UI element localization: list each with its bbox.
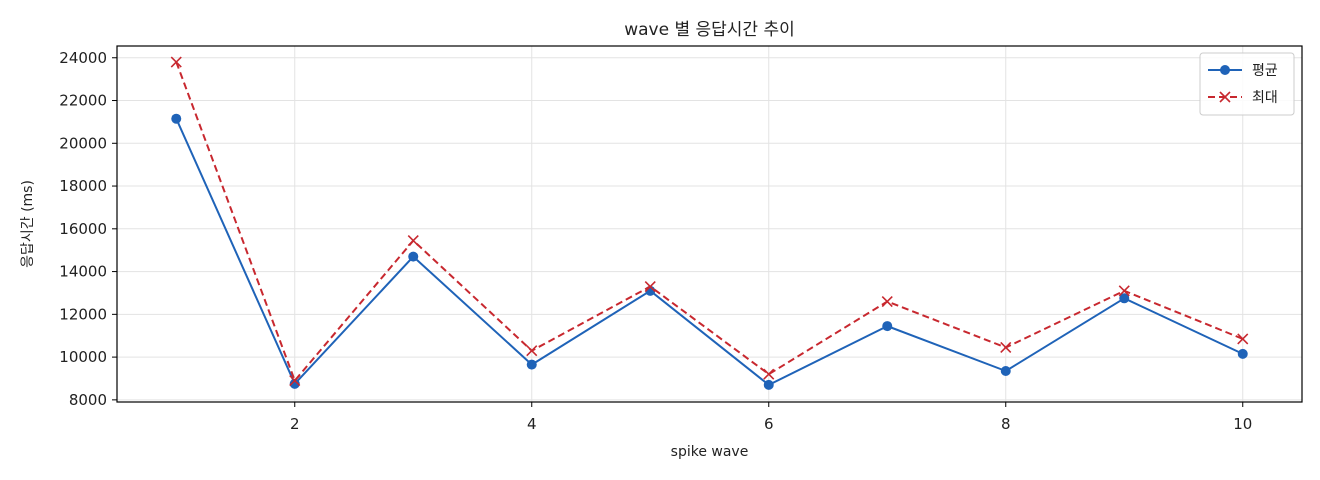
series-max-point [526, 345, 538, 357]
series-avg-line [175, 118, 1244, 386]
y-tick-label: 22000 [59, 92, 107, 110]
x-marker-stroke [644, 280, 656, 293]
series-avg-point [408, 251, 419, 262]
x-tick-label: 6 [764, 415, 774, 433]
series-max-point [763, 368, 775, 380]
series-avg-point [289, 378, 300, 389]
series-max-point [170, 56, 182, 68]
chart-title: wave 별 응답시간 추이 [624, 20, 795, 40]
y-tick-label: 24000 [59, 49, 107, 67]
series-max-point [407, 235, 419, 247]
series-avg-point [1119, 293, 1130, 304]
axis-ticks: 8000 10000 12000 14000 16000 18000 20000 22000 2… [59, 49, 1252, 433]
series-avg [171, 113, 1248, 390]
x-marker-stroke [526, 345, 538, 357]
x-marker-stroke [170, 56, 182, 68]
x-marker-stroke [1118, 285, 1130, 297]
x-marker-stroke [1219, 91, 1231, 103]
y-tick-label: 8000 [69, 391, 107, 409]
y-tick-label: 18000 [59, 177, 107, 195]
series-max-line [175, 61, 1244, 382]
y-tick-label: 20000 [59, 134, 107, 152]
legend-box [1199, 52, 1295, 116]
series-avg-point [882, 321, 893, 332]
legend-label: 최대 [1252, 90, 1278, 106]
x-marker-stroke [881, 295, 893, 308]
legend-item-avg: 평균 [1208, 63, 1278, 79]
legend-label: 평균 [1252, 63, 1278, 79]
series-avg-point [1237, 348, 1248, 359]
series-layer [170, 56, 1249, 390]
series-max-point [289, 375, 301, 387]
x-marker-stroke [763, 368, 775, 380]
x-marker-stroke [1237, 333, 1249, 345]
series-max-point [881, 295, 893, 308]
y-tick-label: 12000 [59, 305, 107, 323]
series-max-point [644, 280, 656, 293]
x-marker-stroke [289, 375, 301, 387]
y-tick-label: 10000 [59, 348, 107, 366]
y-tick-label: 14000 [59, 263, 107, 281]
series-avg-point [526, 359, 537, 370]
x-marker-stroke [407, 235, 419, 247]
x-marker-stroke [1000, 341, 1012, 354]
series-avg-point [171, 113, 182, 124]
x-tick-label: 4 [527, 415, 537, 433]
y-axis-label: 응답시간 (ms) [20, 180, 36, 268]
legend-marker [1220, 65, 1230, 75]
legend-item-max: 최대 [1208, 90, 1278, 106]
x-tick-label: 8 [1001, 415, 1011, 433]
series-avg-point [1000, 365, 1011, 376]
series-avg-point [763, 379, 774, 390]
y-tick-label: 16000 [59, 220, 107, 238]
series-max-point [1237, 333, 1249, 345]
legend-marker [1219, 91, 1231, 103]
series-max-point [1000, 341, 1012, 354]
grid-lines [117, 46, 1302, 402]
x-tick-label: 2 [290, 415, 300, 433]
series-max [170, 56, 1249, 387]
x-tick-label: 10 [1233, 415, 1252, 433]
plot-frame [116, 45, 1303, 403]
series-max-point [1118, 285, 1130, 297]
x-axis-label: spike wave [671, 444, 749, 460]
